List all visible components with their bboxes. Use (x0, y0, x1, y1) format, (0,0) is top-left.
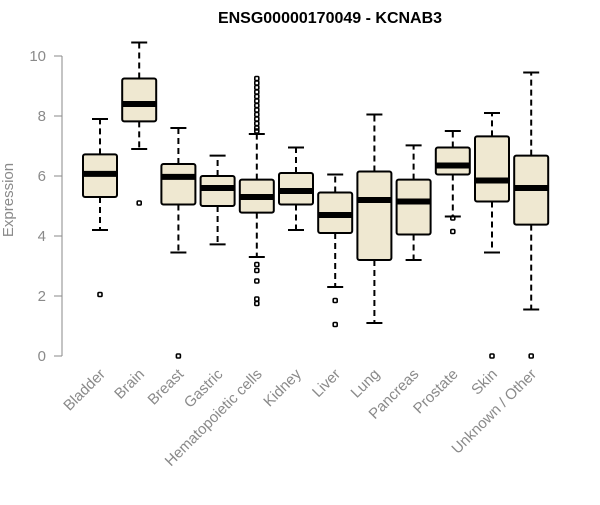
outlier-point (332, 297, 339, 304)
outlier-point (449, 215, 456, 221)
outlier-point (254, 278, 260, 284)
outlier-point (254, 300, 260, 307)
chart-title: ENSG00000170049 - KCNAB3 (218, 10, 442, 27)
y-axis-title: Expression (0, 163, 17, 237)
y-tick-label: 10 (29, 48, 46, 65)
box-liver (317, 173, 354, 328)
outlier-point (528, 353, 535, 359)
box-unknown-other (513, 71, 550, 359)
outlier-point (254, 84, 260, 91)
outlier-point (254, 107, 260, 113)
boxes-group (82, 41, 550, 359)
outlier-point (489, 353, 495, 359)
outlier-point (449, 228, 456, 235)
outlier-point (254, 128, 260, 134)
x-category-label: Skin (468, 366, 501, 399)
outlier-point (254, 120, 260, 127)
y-tick-label: 8 (38, 108, 46, 125)
outlier-point (254, 116, 260, 122)
iqr-box (121, 77, 158, 123)
outlier-point (254, 80, 260, 86)
box-lung (356, 113, 393, 324)
box-gastric (199, 154, 236, 246)
box-pancreas (395, 144, 432, 261)
iqr-box (160, 163, 197, 206)
outlier-point (254, 89, 260, 95)
outlier-point (254, 267, 260, 274)
outlier-point (254, 93, 260, 100)
iqr-box (395, 178, 432, 236)
x-category-label: Liver (309, 366, 344, 401)
x-category-label: Lung (348, 366, 384, 402)
outlier-point (254, 75, 260, 82)
x-category-label: Breast (145, 365, 188, 408)
outlier-point (136, 200, 142, 206)
outlier-point (332, 321, 339, 328)
y-tick-label: 0 (38, 348, 46, 365)
outlier-point (254, 98, 260, 104)
box-hematopoietic-cells (238, 75, 275, 307)
outlier-point (254, 102, 260, 109)
outlier-point (175, 353, 182, 359)
box-skin (474, 112, 510, 359)
x-category-label: Brain (111, 366, 148, 403)
outlier-point (254, 125, 260, 131)
outlier-point (97, 291, 103, 298)
box-kidney (278, 146, 314, 231)
y-tick-label: 2 (38, 288, 46, 305)
x-category-label: Bladder (60, 366, 109, 415)
box-prostate (434, 130, 471, 235)
outlier-point (254, 261, 260, 268)
y-tick-label: 6 (38, 168, 46, 185)
iqr-box (474, 135, 510, 203)
box-bladder (82, 118, 118, 298)
outlier-point (254, 111, 260, 118)
iqr-box (434, 146, 471, 176)
box-breast (160, 127, 197, 359)
x-category-label: Kidney (260, 365, 305, 410)
box-brain (121, 41, 158, 206)
y-axis-ticks: 0 2 4 6 8 10 (29, 48, 62, 365)
y-tick-label: 4 (38, 228, 46, 245)
outlier-point (254, 296, 260, 302)
iqr-box (356, 170, 393, 261)
